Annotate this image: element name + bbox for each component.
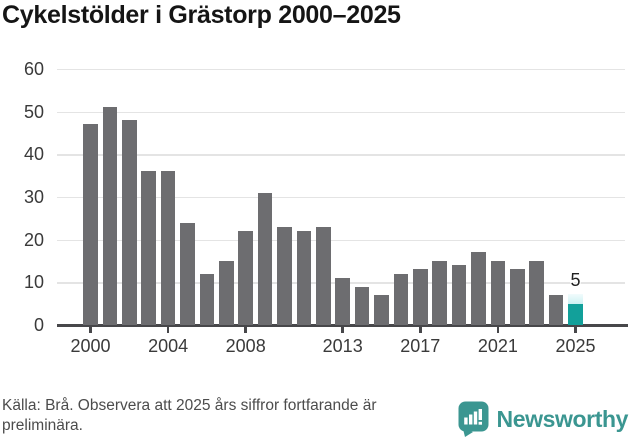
- bar: [374, 295, 389, 325]
- bar: [490, 260, 506, 325]
- bar-highlight-2025: [568, 303, 583, 325]
- x-axis-label: 2017: [400, 336, 441, 356]
- x-axis-tick: [166, 327, 170, 333]
- newsworthy-logo: Newsworthy: [458, 401, 628, 437]
- newsworthy-logo-icon: [458, 401, 489, 437]
- bar: [529, 260, 544, 325]
- gridline: [57, 68, 625, 71]
- x-axis-tick: [574, 327, 577, 333]
- x-axis-label: 2008: [225, 336, 266, 356]
- bar: [393, 273, 409, 325]
- bar: [160, 171, 176, 325]
- bar: [413, 269, 428, 325]
- bar: [219, 260, 234, 325]
- x-axis-label: 2021: [477, 336, 518, 356]
- y-axis-label: 0: [33, 315, 44, 335]
- x-axis-tick: [341, 327, 344, 333]
- bar: [277, 226, 292, 325]
- bar: [451, 265, 467, 325]
- bar: [238, 231, 253, 325]
- x-axis-tick: [244, 327, 247, 333]
- gridline: [57, 239, 625, 242]
- bar: [199, 273, 215, 325]
- bar: [354, 286, 370, 325]
- source-note: Källa: Brå. Observera att 2025 års siffr…: [2, 396, 376, 435]
- bar: [180, 222, 195, 325]
- bar: [432, 260, 447, 325]
- gridline: [57, 154, 625, 156]
- bar: [510, 269, 525, 325]
- x-axis-label: 2025: [555, 336, 596, 356]
- x-axis-label: 2000: [70, 336, 111, 356]
- y-axis-label: 10: [23, 272, 44, 293]
- bar-value-label: 5: [570, 269, 581, 290]
- gridline: [57, 111, 625, 113]
- chart-title: Cykelstölder i Grästorp 2000–2025: [2, 1, 401, 29]
- gridline: [57, 196, 625, 199]
- x-axis-tick: [496, 327, 500, 333]
- x-axis-label: 2013: [322, 336, 363, 356]
- bar: [102, 107, 118, 325]
- bar: [83, 124, 98, 325]
- bar: [296, 231, 312, 325]
- x-axis-label: 2004: [148, 336, 189, 356]
- newsworthy-wordmark: Newsworthy: [496, 405, 629, 432]
- y-axis-label: 40: [23, 144, 44, 165]
- x-axis-tick: [89, 327, 92, 333]
- y-axis-label: 20: [23, 229, 44, 250]
- x-axis-line: [57, 324, 628, 327]
- bar: [335, 278, 350, 325]
- source-note-line2: preliminära.: [2, 416, 83, 434]
- source-note-line1: Källa: Brå. Observera att 2025 års siffr…: [2, 397, 377, 414]
- bar: [141, 171, 156, 325]
- projection-cap: [568, 293, 583, 304]
- bar: [316, 226, 331, 325]
- bar: [122, 120, 137, 325]
- bar: [471, 252, 486, 325]
- y-axis-label: 50: [23, 101, 44, 122]
- y-axis-label: 60: [23, 58, 44, 79]
- bar: [257, 192, 273, 325]
- y-axis-label: 30: [23, 186, 44, 207]
- bar: [548, 295, 564, 325]
- x-axis-tick: [419, 327, 422, 333]
